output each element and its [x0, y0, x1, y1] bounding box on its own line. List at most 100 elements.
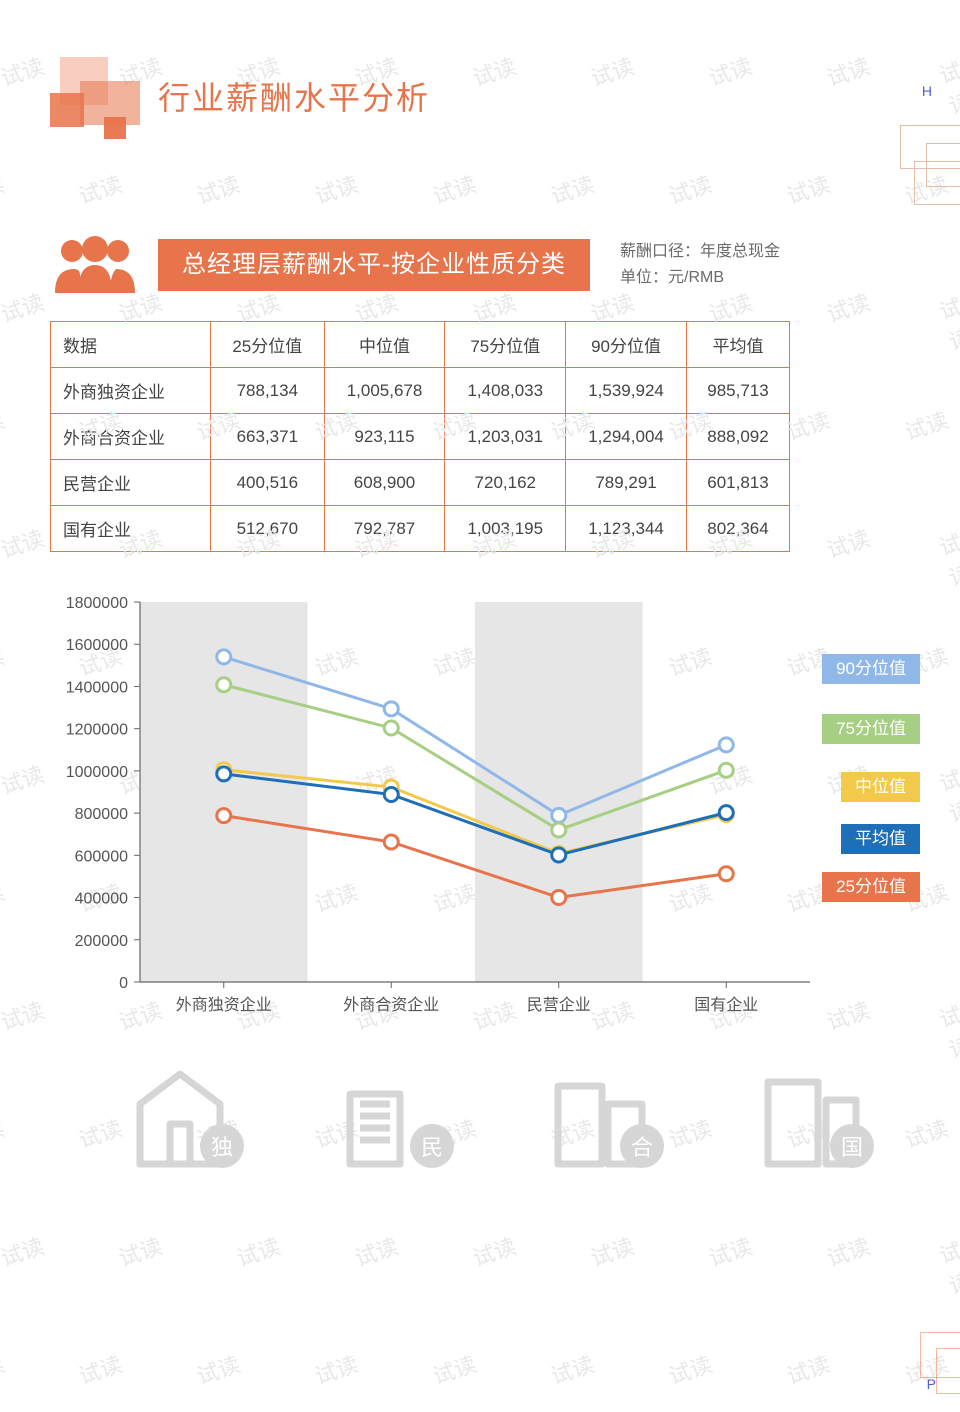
table-col-0: 数据: [51, 322, 211, 368]
svg-text:1600000: 1600000: [66, 637, 128, 654]
table-cell: 1,005,678: [324, 368, 445, 414]
header-block: 行业薪酬水平分析: [50, 55, 960, 165]
watermark-text: 试读: [0, 49, 48, 93]
watermark-text: 试读: [935, 1233, 960, 1301]
watermark-text: 试读: [0, 403, 8, 447]
watermark-text: 试读: [0, 1347, 8, 1391]
watermark-text: 试读: [546, 1347, 598, 1391]
svg-text:外商独资企业: 外商独资企业: [176, 996, 272, 1014]
table-cell: 789,291: [566, 460, 687, 506]
watermark-text: 试读: [822, 521, 874, 565]
enterprise-badge: 独: [200, 1124, 244, 1168]
table-cell: 720,162: [445, 460, 566, 506]
table-cell: 国有企业: [51, 506, 211, 552]
svg-text:国有企业: 国有企业: [694, 996, 758, 1014]
watermark-text: 试读: [0, 875, 8, 919]
table-col-3: 75分位值: [445, 322, 566, 368]
watermark-text: 试读: [232, 1229, 284, 1273]
table-cell: 民营企业: [51, 460, 211, 506]
watermark-text: 试读: [822, 1229, 874, 1273]
watermark-text: 试读: [74, 1347, 126, 1391]
watermark-text: 试读: [664, 167, 716, 211]
svg-text:400000: 400000: [75, 891, 128, 908]
watermark-text: 试读: [114, 1229, 166, 1273]
watermark-text: 试读: [586, 1229, 638, 1273]
legend-p75: 75分位值: [822, 714, 920, 744]
enterprise-icon-min: 民: [320, 1054, 460, 1174]
page-title: 行业薪酬水平分析: [158, 73, 430, 119]
table-header-row: 数据25分位值中位值75分位值90分位值平均值: [51, 322, 790, 368]
watermark-text: 试读: [664, 1347, 716, 1391]
legend-p90: 90分位值: [822, 654, 920, 684]
salary-table: 数据25分位值中位值75分位值90分位值平均值 外商独资企业788,1341,0…: [50, 321, 790, 552]
meta-line-1: 薪酬口径：年度总现金: [620, 239, 780, 265]
watermark-text: 试读: [310, 1347, 362, 1391]
enterprise-badge: 民: [410, 1124, 454, 1168]
table-cell: 663,371: [211, 414, 325, 460]
table-cell: 1,539,924: [566, 368, 687, 414]
watermark-text: 试读: [468, 1229, 520, 1273]
watermark-text: 试读: [192, 167, 244, 211]
table-cell: 1,123,344: [566, 506, 687, 552]
svg-text:外商合资企业: 外商合资企业: [343, 996, 439, 1014]
table-cell: 802,364: [686, 506, 789, 552]
table-cell: 1,203,031: [445, 414, 566, 460]
legend-avg: 平均值: [841, 824, 920, 854]
table-cell: 888,092: [686, 414, 789, 460]
table-cell: 512,670: [211, 506, 325, 552]
salary-chart: 0 200000 400000 600000 800000 1000000 1200000 1…: [50, 592, 920, 1032]
enterprise-badge: 合: [620, 1124, 664, 1168]
table-col-4: 90分位值: [566, 322, 687, 368]
watermark-text: 试读: [935, 525, 960, 593]
table-cell: 608,900: [324, 460, 445, 506]
table-col-5: 平均值: [686, 322, 789, 368]
table-cell: 1,003,195: [445, 506, 566, 552]
enterprise-type-icons: 独民合国: [110, 1054, 960, 1174]
enterprise-icon-guo: 国: [740, 1054, 880, 1174]
table-row: 外商合资企业663,371923,1151,203,0311,294,00488…: [51, 414, 790, 460]
svg-text:1800000: 1800000: [66, 595, 128, 612]
section-meta: 薪酬口径：年度总现金 单位：元/RMB: [620, 239, 780, 291]
table-row: 国有企业512,670792,7871,003,1951,123,344802,…: [51, 506, 790, 552]
watermark-text: 试读: [0, 1229, 48, 1273]
table-cell: 1,294,004: [566, 414, 687, 460]
watermark-text: 试读: [0, 993, 48, 1037]
legend-median: 中位值: [841, 772, 920, 802]
watermark-text: 试读: [782, 167, 834, 211]
watermark-text: 试读: [428, 1347, 480, 1391]
watermark-text: 试读: [900, 403, 952, 447]
watermark-text: 试读: [310, 167, 362, 211]
watermark-text: 试读: [0, 1111, 8, 1155]
svg-text:800000: 800000: [75, 806, 128, 823]
watermark-text: 试读: [935, 289, 960, 357]
watermark-text: 试读: [0, 285, 48, 329]
enterprise-badge: 国: [830, 1124, 874, 1168]
svg-text:1400000: 1400000: [66, 679, 128, 696]
table-cell: 792,787: [324, 506, 445, 552]
watermark-text: 试读: [428, 167, 480, 211]
table-cell: 985,713: [686, 368, 789, 414]
watermark-text: 试读: [0, 521, 48, 565]
section-banner: 总经理层薪酬水平-按企业性质分类: [158, 239, 590, 291]
table-col-2: 中位值: [324, 322, 445, 368]
svg-text:1000000: 1000000: [66, 764, 128, 781]
svg-text:1200000: 1200000: [66, 722, 128, 739]
table-cell: 400,516: [211, 460, 325, 506]
enterprise-icon-he: 合: [530, 1054, 670, 1174]
table-row: 外商独资企业788,1341,005,6781,408,0331,539,924…: [51, 368, 790, 414]
enterprise-icon-du: 独: [110, 1054, 250, 1174]
section-header-row: 总经理层薪酬水平-按企业性质分类 薪酬口径：年度总现金 单位：元/RMB: [50, 235, 960, 295]
table-cell: 外商合资企业: [51, 414, 211, 460]
watermark-text: 试读: [704, 1229, 756, 1273]
svg-text:200000: 200000: [75, 933, 128, 950]
svg-text:民营企业: 民营企业: [527, 996, 591, 1014]
svg-text:600000: 600000: [75, 848, 128, 865]
corner-letter-bottom: P: [927, 1376, 936, 1392]
people-icon: [50, 235, 140, 295]
watermark-text: 试读: [0, 639, 8, 683]
meta-line-2: 单位：元/RMB: [620, 265, 780, 291]
watermark-text: 试读: [350, 1229, 402, 1273]
table-cell: 1,408,033: [445, 368, 566, 414]
watermark-text: 试读: [74, 167, 126, 211]
svg-text:0: 0: [119, 975, 128, 992]
